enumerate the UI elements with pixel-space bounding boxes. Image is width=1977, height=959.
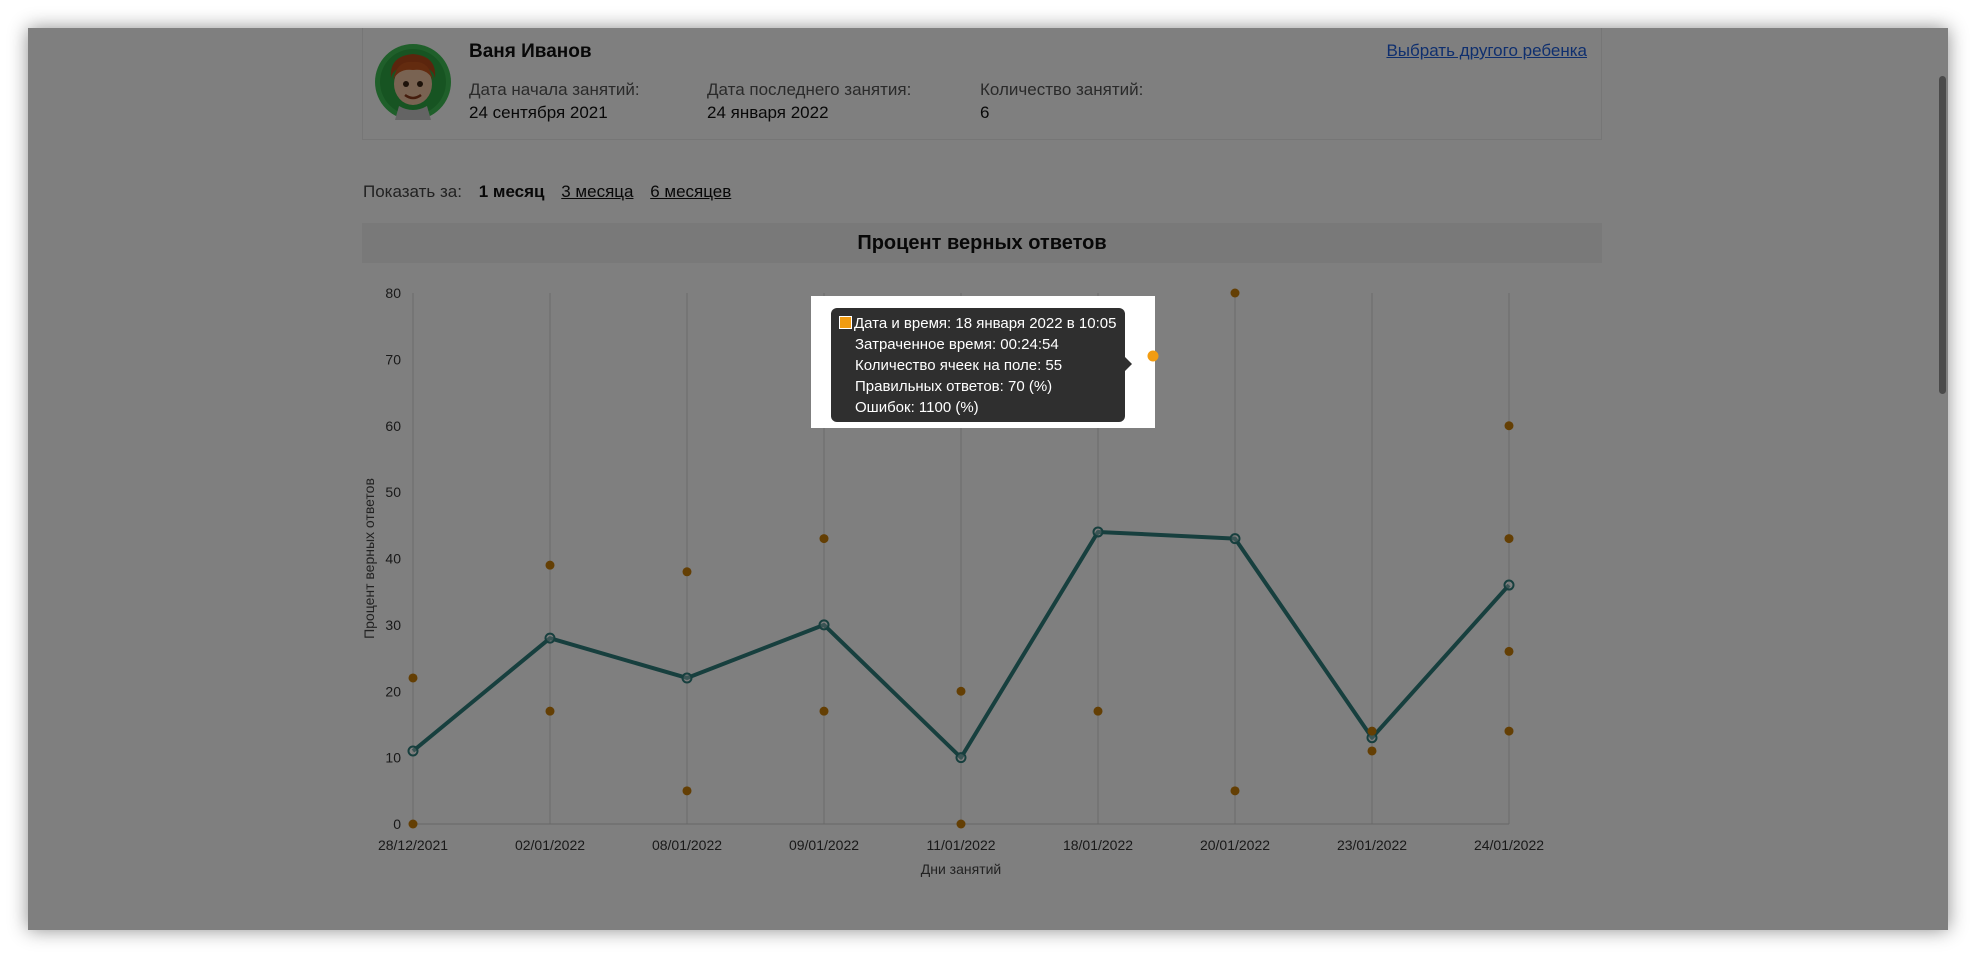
- y-axis-title: Процент верных ответов: [361, 478, 377, 639]
- tooltip-line: Затраченное время: 00:24:54: [855, 336, 1059, 353]
- scatter-point: [682, 786, 692, 796]
- tooltip-line: Количество ячеек на поле: 55: [855, 357, 1063, 374]
- line-series-point: [407, 745, 419, 757]
- scatter-point: [682, 567, 692, 577]
- x-tick-label: 20/01/2022: [1200, 837, 1270, 853]
- scrollbar-thumb[interactable]: [1939, 76, 1946, 394]
- browser-viewport: Ваня Иванов Дата начала занятий: 24 сент…: [28, 28, 1948, 930]
- tooltip-color-swatch: [839, 316, 852, 329]
- y-tick-label: 50: [385, 484, 401, 500]
- line-series-point: [818, 619, 830, 631]
- scatter-point: [819, 534, 829, 544]
- scatter-point: [819, 706, 829, 716]
- y-tick-label: 20: [385, 683, 401, 699]
- chart-tooltip: Дата и время: 18 января 2022 в 10:05 Зат…: [831, 308, 1132, 422]
- scatter-point: [545, 706, 555, 716]
- x-tick-label: 23/01/2022: [1337, 837, 1407, 853]
- line-series-point: [955, 752, 967, 764]
- page-content: Ваня Иванов Дата начала занятий: 24 сент…: [28, 28, 1948, 930]
- scatter-point: [956, 819, 966, 829]
- y-tick-label: 10: [385, 750, 401, 766]
- y-tick-label: 70: [385, 351, 401, 367]
- scatter-point: [1504, 421, 1514, 431]
- scatter-point: [545, 560, 555, 570]
- x-axis-title: Дни занятий: [921, 861, 1002, 877]
- line-series-point: [1092, 526, 1104, 538]
- line-series-point: [681, 672, 693, 684]
- scatter-point: [1504, 646, 1514, 656]
- tooltip-line: Дата и время: 18 января 2022 в 10:05: [854, 315, 1117, 332]
- scatter-point: [408, 673, 418, 683]
- scatter-point: [956, 686, 966, 696]
- y-tick-label: 40: [385, 551, 401, 567]
- y-tick-label: 30: [385, 617, 401, 633]
- x-tick-label: 24/01/2022: [1474, 837, 1544, 853]
- tooltip-line: Ошибок: 1100 (%): [855, 399, 979, 416]
- x-tick-label: 02/01/2022: [515, 837, 585, 853]
- x-tick-label: 09/01/2022: [789, 837, 859, 853]
- line-series-point: [1503, 579, 1515, 591]
- y-tick-label: 60: [385, 418, 401, 434]
- x-tick-label: 28/12/2021: [378, 837, 448, 853]
- scatter-point: [1367, 746, 1377, 756]
- scatter-point: [1504, 726, 1514, 736]
- scatter-point: [1230, 786, 1240, 796]
- scatter-point: [1504, 534, 1514, 544]
- x-tick-label: 11/01/2022: [926, 837, 995, 853]
- tooltip-highlight: Дата и время: 18 января 2022 в 10:05 Зат…: [811, 296, 1159, 428]
- x-tick-label: 18/01/2022: [1063, 837, 1133, 853]
- scatter-point: [408, 819, 418, 829]
- line-series-point: [544, 632, 556, 644]
- page-scrollbar[interactable]: [1937, 28, 1948, 930]
- scatter-point: [1230, 288, 1240, 298]
- correct-answers-chart: 0 10 20 30 40 50 60 70 80 28/12/2021 02/01/2022 08/…: [361, 285, 1544, 877]
- y-tick-label: 0: [393, 816, 401, 832]
- scatter-point: [1093, 706, 1103, 716]
- scatter-point: [1367, 726, 1377, 736]
- line-series-point: [1229, 533, 1241, 545]
- highlighted-point: [1147, 350, 1159, 362]
- x-tick-label: 08/01/2022: [652, 837, 722, 853]
- y-tick-label: 80: [385, 285, 401, 301]
- tooltip-line: Правильных ответов: 70 (%): [855, 378, 1053, 395]
